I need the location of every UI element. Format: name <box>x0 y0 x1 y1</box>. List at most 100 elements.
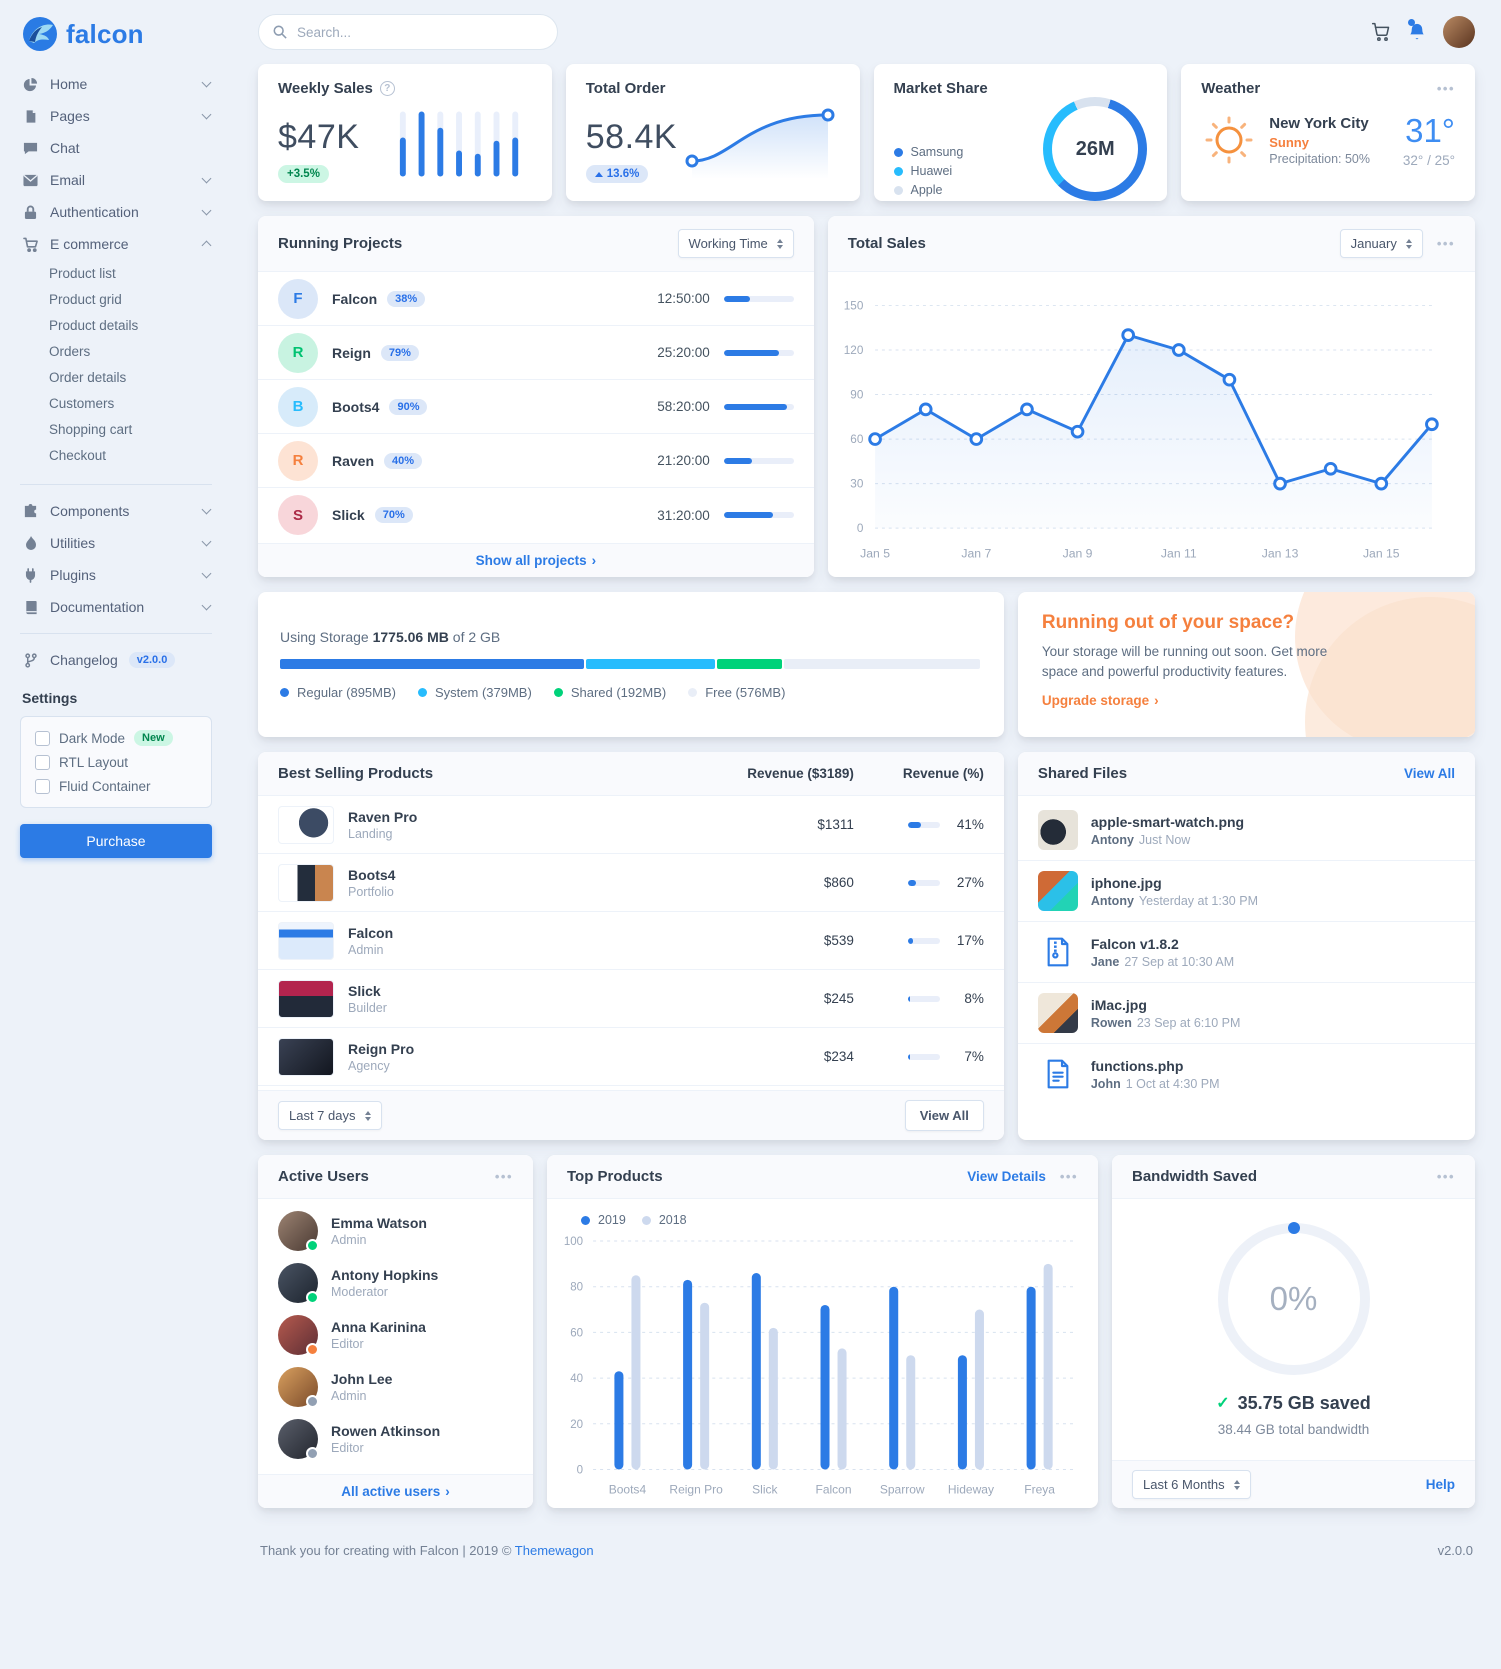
bandwidth-total: 38.44 GB total bandwidth <box>1217 1421 1370 1437</box>
file-name[interactable]: functions.php <box>1090 1057 1184 1074</box>
sidebar-item-documentation[interactable]: Documentation <box>20 591 212 623</box>
settings-option[interactable]: RTL Layout <box>35 755 197 770</box>
project-name[interactable]: Reign <box>332 344 371 361</box>
upgrade-storage-link[interactable]: Upgrade storage <box>1042 693 1451 708</box>
product-name[interactable]: Raven Pro <box>348 808 418 825</box>
shopping-cart-icon[interactable] <box>1371 22 1391 42</box>
file-name[interactable]: Falcon v1.8.2 <box>1090 935 1179 952</box>
revenue-column-header: Revenue ($3189) <box>747 766 854 781</box>
sidebar-item-shopping-cart[interactable]: Shopping cart <box>49 421 133 437</box>
list-item: John Lee Admin <box>258 1361 533 1413</box>
more-icon[interactable]: ••• <box>1436 1169 1455 1184</box>
more-icon[interactable]: ••• <box>494 1169 513 1184</box>
file-meta: Rowen 23 Sep at 6:10 PM <box>1090 1015 1241 1030</box>
revenue-pct: 27% <box>956 875 984 890</box>
settings-checkbox[interactable] <box>35 779 50 794</box>
months-select[interactable]: Last 6 Months <box>1132 1470 1251 1499</box>
project-name[interactable]: Falcon <box>332 290 378 307</box>
sidebar-item-e-commerce[interactable]: E commerce <box>20 228 212 260</box>
bandwidth-saved: 35.75 GB saved <box>1237 1392 1371 1413</box>
sidebar-item-plugins[interactable]: Plugins <box>20 559 212 591</box>
sidebar-item-product-details[interactable]: Product details <box>49 317 139 333</box>
more-icon[interactable]: ••• <box>1436 81 1455 96</box>
sidebar-item-order-details[interactable]: Order details <box>49 369 127 385</box>
all-active-users-link[interactable]: All active users <box>341 1484 450 1499</box>
list-item: iMac.jpg Rowen 23 Sep at 6:10 PM <box>1017 982 1475 1043</box>
purchase-button[interactable]: Purchase <box>20 824 212 858</box>
bandwidth-card: Bandwidth Saved ••• 0% ✓ 35.75 GB saved 3… <box>1112 1155 1475 1508</box>
user-name[interactable]: Antony Hopkins <box>331 1267 439 1283</box>
weather-condition: Sunny <box>1269 134 1309 150</box>
period-select[interactable]: Last 7 days <box>278 1101 382 1130</box>
sidebar-item-email[interactable]: Email <box>20 164 212 196</box>
user-avatar[interactable] <box>1443 16 1475 48</box>
logo[interactable]: falcon <box>20 14 212 68</box>
sidebar-item-customers[interactable]: Customers <box>49 395 115 411</box>
project-name[interactable]: Boots4 <box>332 398 380 415</box>
sidebar-item-orders[interactable]: Orders <box>49 343 91 359</box>
user-name[interactable]: Anna Karinina <box>331 1319 426 1335</box>
settings-checkbox[interactable] <box>35 755 50 770</box>
revenue-pct: 7% <box>964 1049 984 1064</box>
sidebar-item-product-grid[interactable]: Product grid <box>49 291 122 307</box>
product-name[interactable]: Falcon <box>348 924 394 941</box>
file-name[interactable]: iMac.jpg <box>1090 996 1147 1013</box>
project-progress-bar <box>723 403 794 410</box>
storage-legend: Regular (895MB) System (379MB) Shared (192… <box>280 685 982 700</box>
sidebar-item-changelog[interactable]: Changelog v2.0.0 <box>20 644 212 676</box>
working-time-select[interactable]: Working Time <box>677 229 794 258</box>
table-row: Falcon Admin $539 17% <box>258 912 1004 970</box>
svg-text:Jan 5: Jan 5 <box>860 546 890 560</box>
settings-option[interactable]: Dark Mode New <box>35 730 197 746</box>
svg-text:Hideway: Hideway <box>948 1482 994 1496</box>
table-row: Reign Pro Agency $234 7% <box>258 1028 1004 1086</box>
more-icon[interactable]: ••• <box>1059 1169 1078 1184</box>
project-progress-badge: 70% <box>374 507 413 523</box>
user-name[interactable]: Rowen Atkinson <box>331 1423 441 1439</box>
total-order-value: 58.4K <box>585 118 678 156</box>
sidebar-item-utilities[interactable]: Utilities <box>20 527 212 559</box>
legend-item: Free (576MB) <box>688 685 785 700</box>
sidebar-item-components[interactable]: Components <box>20 495 212 527</box>
sidebar-item-pages[interactable]: Pages <box>20 100 212 132</box>
search-field[interactable] <box>295 23 543 41</box>
sidebar-item-checkout[interactable]: Checkout <box>49 447 107 463</box>
view-all-button[interactable]: View All <box>904 1100 984 1131</box>
help-link[interactable]: Help <box>1425 1477 1455 1492</box>
sidebar-item-home[interactable]: Home <box>20 68 212 100</box>
bell-icon[interactable] <box>1407 19 1427 42</box>
themewagon-link[interactable]: Themewagon <box>514 1543 594 1558</box>
user-name[interactable]: Emma Watson <box>331 1215 427 1231</box>
file-name[interactable]: iphone.jpg <box>1090 874 1162 891</box>
month-select[interactable]: January <box>1339 229 1423 258</box>
file-name[interactable]: apple-smart-watch.png <box>1090 813 1245 830</box>
more-icon[interactable]: ••• <box>1436 236 1455 251</box>
sidebar-item-product-list[interactable]: Product list <box>49 265 116 281</box>
help-icon[interactable]: ? <box>379 81 395 96</box>
sidebar-item-chat[interactable]: Chat <box>20 132 212 164</box>
product-name[interactable]: Boots4 <box>348 866 396 883</box>
svg-text:Jan 11: Jan 11 <box>1161 546 1197 560</box>
space-body: Your storage will be running out soon. G… <box>1041 644 1328 680</box>
settings-option[interactable]: Fluid Container <box>35 779 197 794</box>
view-details-link[interactable]: View Details <box>967 1169 1046 1184</box>
card-title: Shared Files <box>1037 765 1128 782</box>
sidebar-item-authentication[interactable]: Authentication <box>20 196 212 228</box>
list-item: Anna Karinina Editor <box>258 1309 533 1361</box>
show-all-projects-link[interactable]: Show all projects <box>476 553 597 568</box>
view-all-link[interactable]: View All <box>1403 766 1455 781</box>
file-list: apple-smart-watch.png Antony Just Now iph… <box>1017 796 1475 1140</box>
settings-checkbox[interactable] <box>35 730 50 746</box>
project-progress-bar <box>723 349 794 356</box>
user-name[interactable]: John Lee <box>331 1371 393 1387</box>
project-name[interactable]: Raven <box>332 452 375 469</box>
product-name[interactable]: Slick <box>348 982 381 999</box>
project-name[interactable]: Slick <box>332 507 365 523</box>
list-item: Antony Hopkins Moderator <box>258 1257 533 1309</box>
search-input[interactable] <box>258 14 558 50</box>
bottom-row: Active Users ••• Emma Watson Admin <box>258 1155 1475 1508</box>
file-meta: Antony Yesterday at 1:30 PM <box>1090 893 1258 908</box>
product-name[interactable]: Reign Pro <box>348 1040 415 1057</box>
topbar-icons <box>1371 16 1475 48</box>
